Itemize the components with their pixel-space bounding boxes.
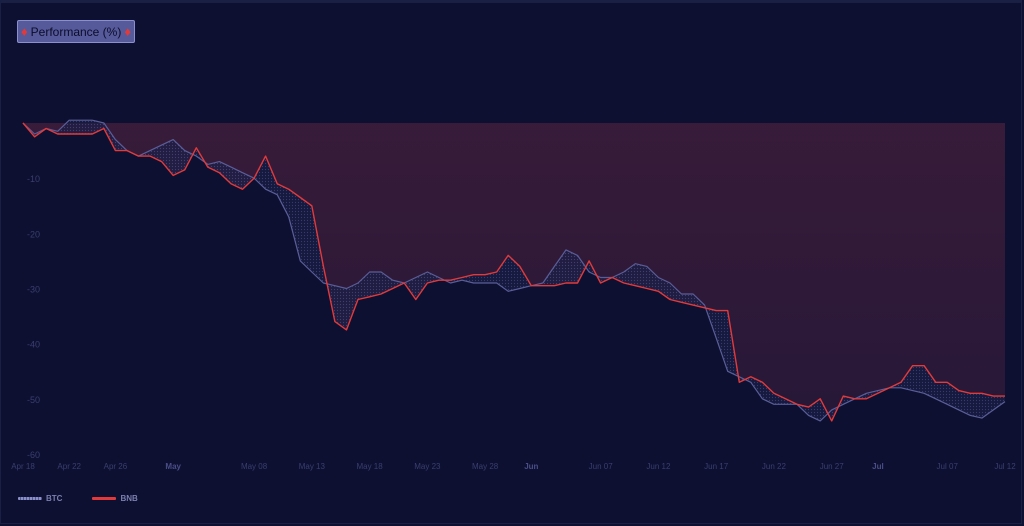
right-arrow-icon: ♦	[124, 24, 131, 39]
bnb-loss-area	[23, 123, 1005, 421]
legend-label-bnb: BNB	[120, 494, 138, 503]
y-tick-label: -30	[27, 285, 40, 295]
x-tick-label: May 23	[414, 462, 441, 471]
x-tick-label: Apr 26	[104, 462, 128, 471]
legend-item-bnb[interactable]: BNB	[92, 494, 138, 503]
legend-label-btc: BTC	[46, 494, 63, 503]
legend: BTC BNB	[18, 494, 138, 503]
bnb-series-line	[22, 122, 1005, 422]
y-tick-label: -10	[27, 174, 40, 184]
btc-bnb-difference-area	[23, 120, 1005, 421]
legend-item-btc[interactable]: BTC	[18, 494, 62, 503]
x-tick-label: May	[165, 462, 181, 471]
x-tick-label: May 08	[241, 462, 268, 471]
btc-series-line	[22, 119, 1006, 422]
x-tick-label: May 13	[299, 462, 326, 471]
x-tick-label: May 18	[356, 462, 383, 471]
x-tick-label: Jul 12	[994, 462, 1016, 471]
x-tick-label: May 28	[472, 462, 499, 471]
y-tick-label: -40	[27, 340, 40, 350]
left-arrow-icon: ♦	[21, 24, 28, 39]
x-tick-label: Apr 22	[57, 462, 81, 471]
y-tick-label: -20	[27, 229, 40, 239]
x-tick-label: Jul	[872, 462, 884, 471]
btc-swatch	[18, 497, 42, 500]
chart-title: Performance (%)	[30, 24, 122, 39]
x-tick-label: Jul 07	[937, 462, 959, 471]
x-tick-label: Jun 17	[704, 462, 729, 471]
x-tick-label: Jun 22	[762, 462, 787, 471]
bnb-swatch	[92, 497, 117, 500]
x-tick-label: Jun 12	[646, 462, 671, 471]
x-tick-label: Jun 27	[820, 462, 845, 471]
y-tick-label: -50	[27, 395, 40, 405]
performance-title-button[interactable]: ♦ Performance (%) ♦	[17, 20, 135, 43]
x-tick-label: Jun 07	[589, 462, 614, 471]
x-tick-label: Jun	[524, 462, 538, 471]
y-tick-label: -60	[27, 450, 40, 460]
x-tick-label: Apr 18	[11, 462, 35, 471]
